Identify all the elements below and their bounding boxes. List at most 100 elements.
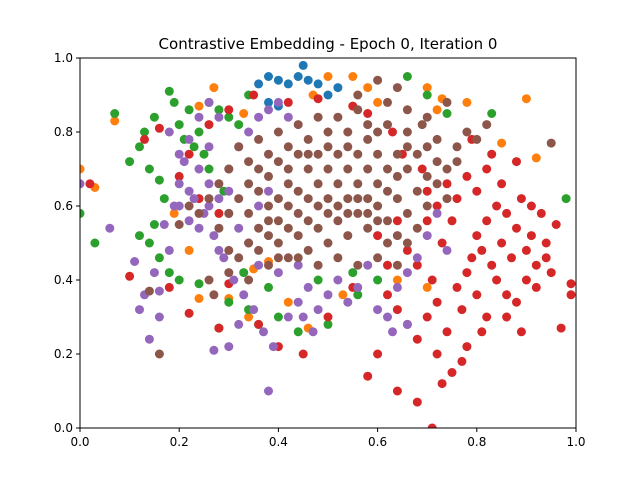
series-5: [144, 75, 556, 359]
data-point: [174, 220, 184, 229]
data-point: [214, 245, 224, 255]
data-point: [502, 312, 512, 322]
data-point: [264, 282, 273, 292]
data-point: [492, 275, 502, 285]
data-point: [224, 245, 234, 255]
data-point: [313, 223, 323, 233]
data-point: [373, 305, 383, 315]
data-point: [244, 238, 254, 248]
data-point: [224, 342, 234, 352]
data-point: [442, 97, 452, 107]
data-point: [154, 253, 164, 263]
data-point: [283, 179, 293, 189]
data-point: [392, 275, 402, 285]
data-point: [204, 201, 214, 211]
data-point: [273, 253, 283, 263]
data-point: [412, 186, 422, 196]
data-point: [234, 120, 244, 130]
data-point: [462, 171, 472, 181]
data-point: [259, 327, 268, 337]
data-point: [383, 312, 392, 322]
data-point: [497, 238, 507, 248]
x-tick-label: 0.8: [467, 435, 486, 449]
data-point: [373, 253, 383, 263]
data-point: [402, 142, 412, 152]
data-point: [214, 323, 224, 333]
data-point: [204, 142, 214, 152]
data-point: [363, 208, 373, 218]
data-point: [254, 260, 264, 270]
y-tick-label: 1.0: [54, 51, 73, 65]
data-point: [273, 216, 283, 226]
data-point: [184, 245, 194, 255]
data-point: [383, 97, 392, 107]
data-point: [333, 275, 343, 285]
data-point: [343, 194, 353, 204]
data-point: [373, 216, 383, 226]
data-point: [194, 279, 204, 289]
data-point: [229, 275, 239, 285]
data-point: [333, 216, 343, 226]
data-point: [333, 83, 343, 93]
data-point: [264, 97, 273, 107]
data-point: [512, 157, 521, 167]
data-point: [144, 334, 154, 344]
data-point: [323, 238, 333, 248]
y-tick-label: 0.0: [54, 421, 73, 435]
data-point: [541, 238, 551, 248]
data-point: [333, 149, 343, 159]
data-point: [219, 253, 229, 263]
data-point: [254, 223, 264, 233]
data-point: [422, 282, 432, 292]
data-point: [283, 312, 293, 322]
data-point: [492, 201, 502, 211]
data-point: [174, 201, 184, 211]
x-tick-label: 0.6: [368, 435, 387, 449]
data-point: [432, 179, 442, 189]
data-point: [283, 79, 293, 89]
data-point: [482, 216, 492, 226]
data-point: [105, 223, 115, 233]
data-point: [159, 220, 169, 229]
data-point: [214, 179, 224, 189]
data-point: [283, 112, 293, 122]
data-point: [521, 245, 531, 255]
data-point: [383, 186, 392, 196]
data-point: [164, 245, 174, 255]
data-point: [392, 305, 402, 315]
data-point: [412, 397, 422, 407]
data-point: [313, 201, 323, 211]
data-point: [184, 149, 194, 159]
data-point: [164, 127, 174, 137]
data-point: [149, 220, 159, 229]
data-point: [204, 275, 214, 285]
data-point: [174, 149, 184, 159]
data-point: [204, 97, 214, 107]
data-point: [224, 164, 234, 174]
data-point: [184, 216, 194, 226]
data-point: [194, 127, 204, 137]
data-point: [239, 290, 249, 300]
data-point: [264, 231, 273, 241]
data-point: [174, 275, 184, 285]
data-point: [363, 83, 373, 93]
data-point: [184, 186, 194, 196]
data-point: [244, 157, 254, 167]
data-point: [373, 75, 383, 85]
data-point: [392, 260, 402, 270]
data-point: [392, 194, 402, 204]
data-point: [140, 134, 149, 144]
data-point: [333, 253, 343, 263]
data-point: [422, 216, 432, 226]
data-point: [209, 231, 219, 241]
data-point: [363, 120, 373, 130]
data-point: [323, 142, 333, 152]
data-point: [442, 109, 452, 118]
data-point: [432, 201, 442, 211]
data-point: [348, 268, 358, 278]
data-point: [264, 149, 273, 159]
data-point: [130, 257, 140, 266]
data-point: [452, 157, 462, 167]
data-point: [392, 282, 402, 292]
data-point: [516, 327, 526, 337]
